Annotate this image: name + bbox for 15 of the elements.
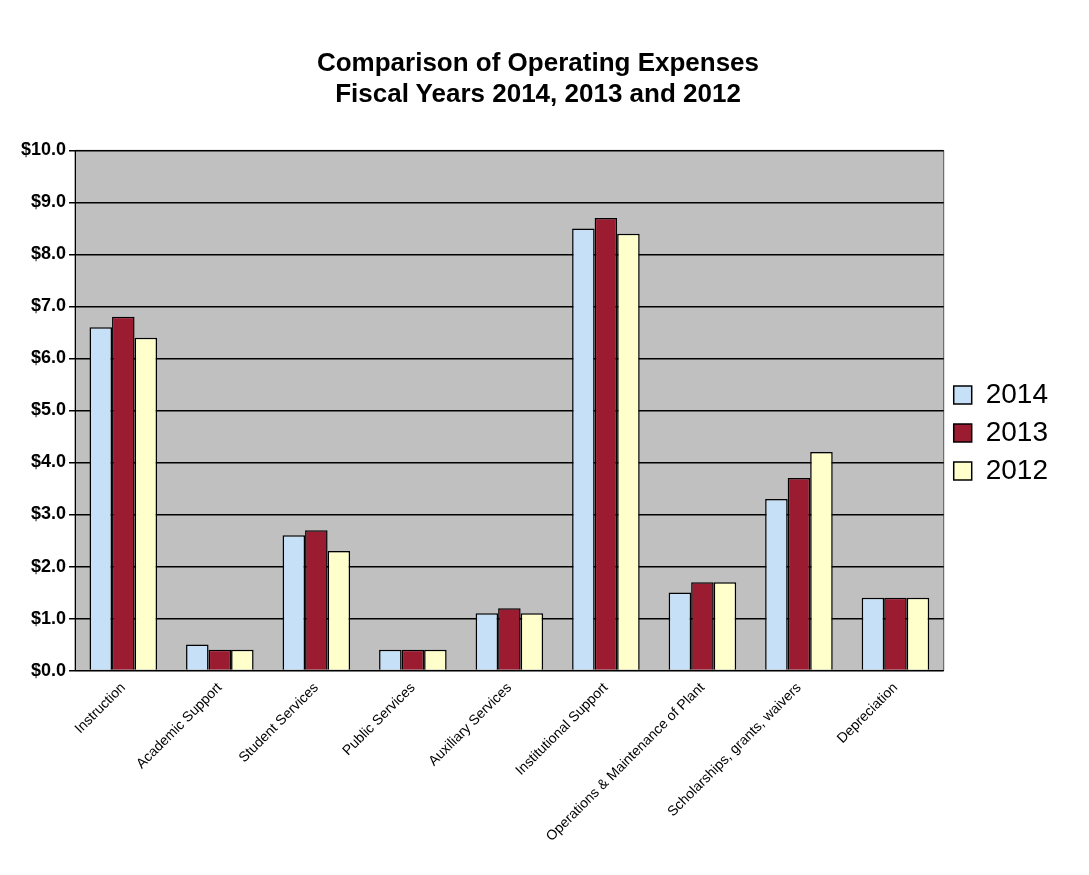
legend-label: 2013 — [985, 415, 1049, 447]
y-tick-label: $6.0 — [31, 347, 67, 368]
y-tick-label: $5.0 — [31, 399, 67, 420]
y-tick-label: $0.0 — [31, 659, 67, 680]
y-tick-label: $3.0 — [31, 503, 67, 524]
y-tick-label: $4.0 — [31, 451, 67, 472]
chart-title: Comparison of Operating Expenses Fiscal Years 2014, 2013 and 2012 — [316, 46, 760, 108]
y-tick-label: $7.0 — [31, 295, 67, 316]
y-tick-label: $9.0 — [31, 191, 67, 212]
y-tick-label: $2.0 — [31, 555, 67, 576]
y-tick-label: $8.0 — [31, 243, 67, 264]
y-tick-label: $10.0 — [21, 139, 67, 160]
y-tick-label: $1.0 — [31, 607, 67, 628]
legend-label: 2014 — [985, 377, 1049, 409]
legend-label: 2012 — [985, 453, 1049, 485]
